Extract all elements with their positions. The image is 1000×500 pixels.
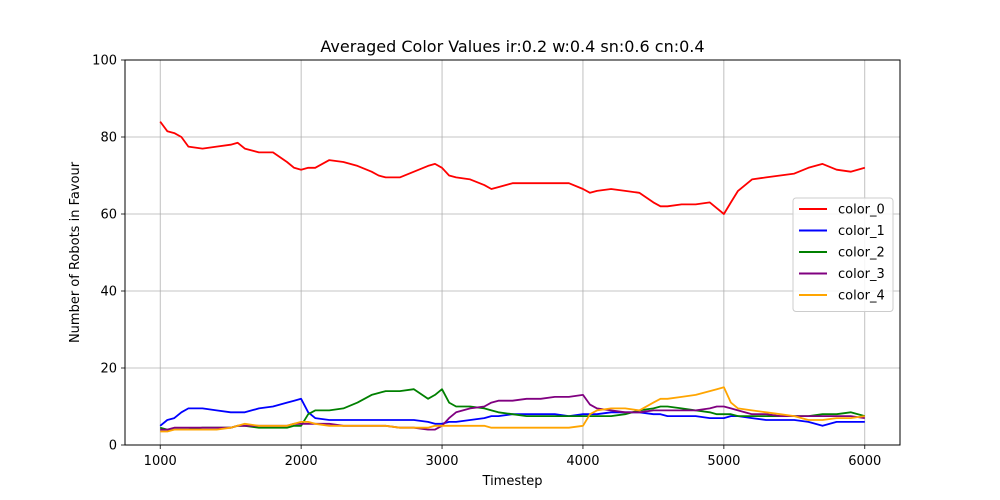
x-tick-label: 6000: [848, 454, 881, 469]
legend-label: color_1: [838, 224, 885, 239]
y-axis: 0 20 40 60 80 100: [92, 54, 125, 454]
grid: [125, 59, 900, 446]
series-line-color-4: [160, 386, 865, 433]
chart-title: Averaged Color Values ir:0.2 w:0.4 sn:0.…: [320, 37, 704, 56]
y-tick-label: 60: [100, 208, 117, 223]
series-layer: [159, 121, 866, 433]
legend-box: [792, 197, 894, 312]
y-tick-label: 20: [100, 362, 117, 377]
x-tick-label: 1000: [144, 454, 177, 469]
plot-frame: [124, 59, 901, 446]
x-tick-label: 4000: [566, 454, 599, 469]
x-axis: 1000 2000 3000 4000 5000 6000: [144, 445, 881, 469]
x-tick-label: 5000: [707, 454, 740, 469]
series-line-color-1: [159, 397, 865, 427]
y-tick-label: 0: [109, 439, 117, 454]
y-axis-label: Number of Robots in Favour: [68, 161, 83, 343]
x-tick-label: 3000: [425, 454, 458, 469]
x-tick-label: 2000: [285, 454, 318, 469]
legend-label: color_3: [838, 267, 885, 282]
x-axis-label: Timestep: [482, 474, 543, 489]
y-tick-label: 100: [92, 54, 117, 69]
series-line-color-2: [159, 388, 866, 431]
y-tick-label: 80: [100, 131, 117, 146]
legend-label: color_4: [838, 289, 885, 304]
legend: color_0 color_1 color_2 color_3 color_4: [792, 197, 894, 312]
legend-label: color_2: [838, 246, 885, 261]
series-line-color-0: [159, 121, 866, 215]
legend-label: color_0: [838, 203, 885, 218]
y-tick-label: 40: [100, 285, 117, 300]
